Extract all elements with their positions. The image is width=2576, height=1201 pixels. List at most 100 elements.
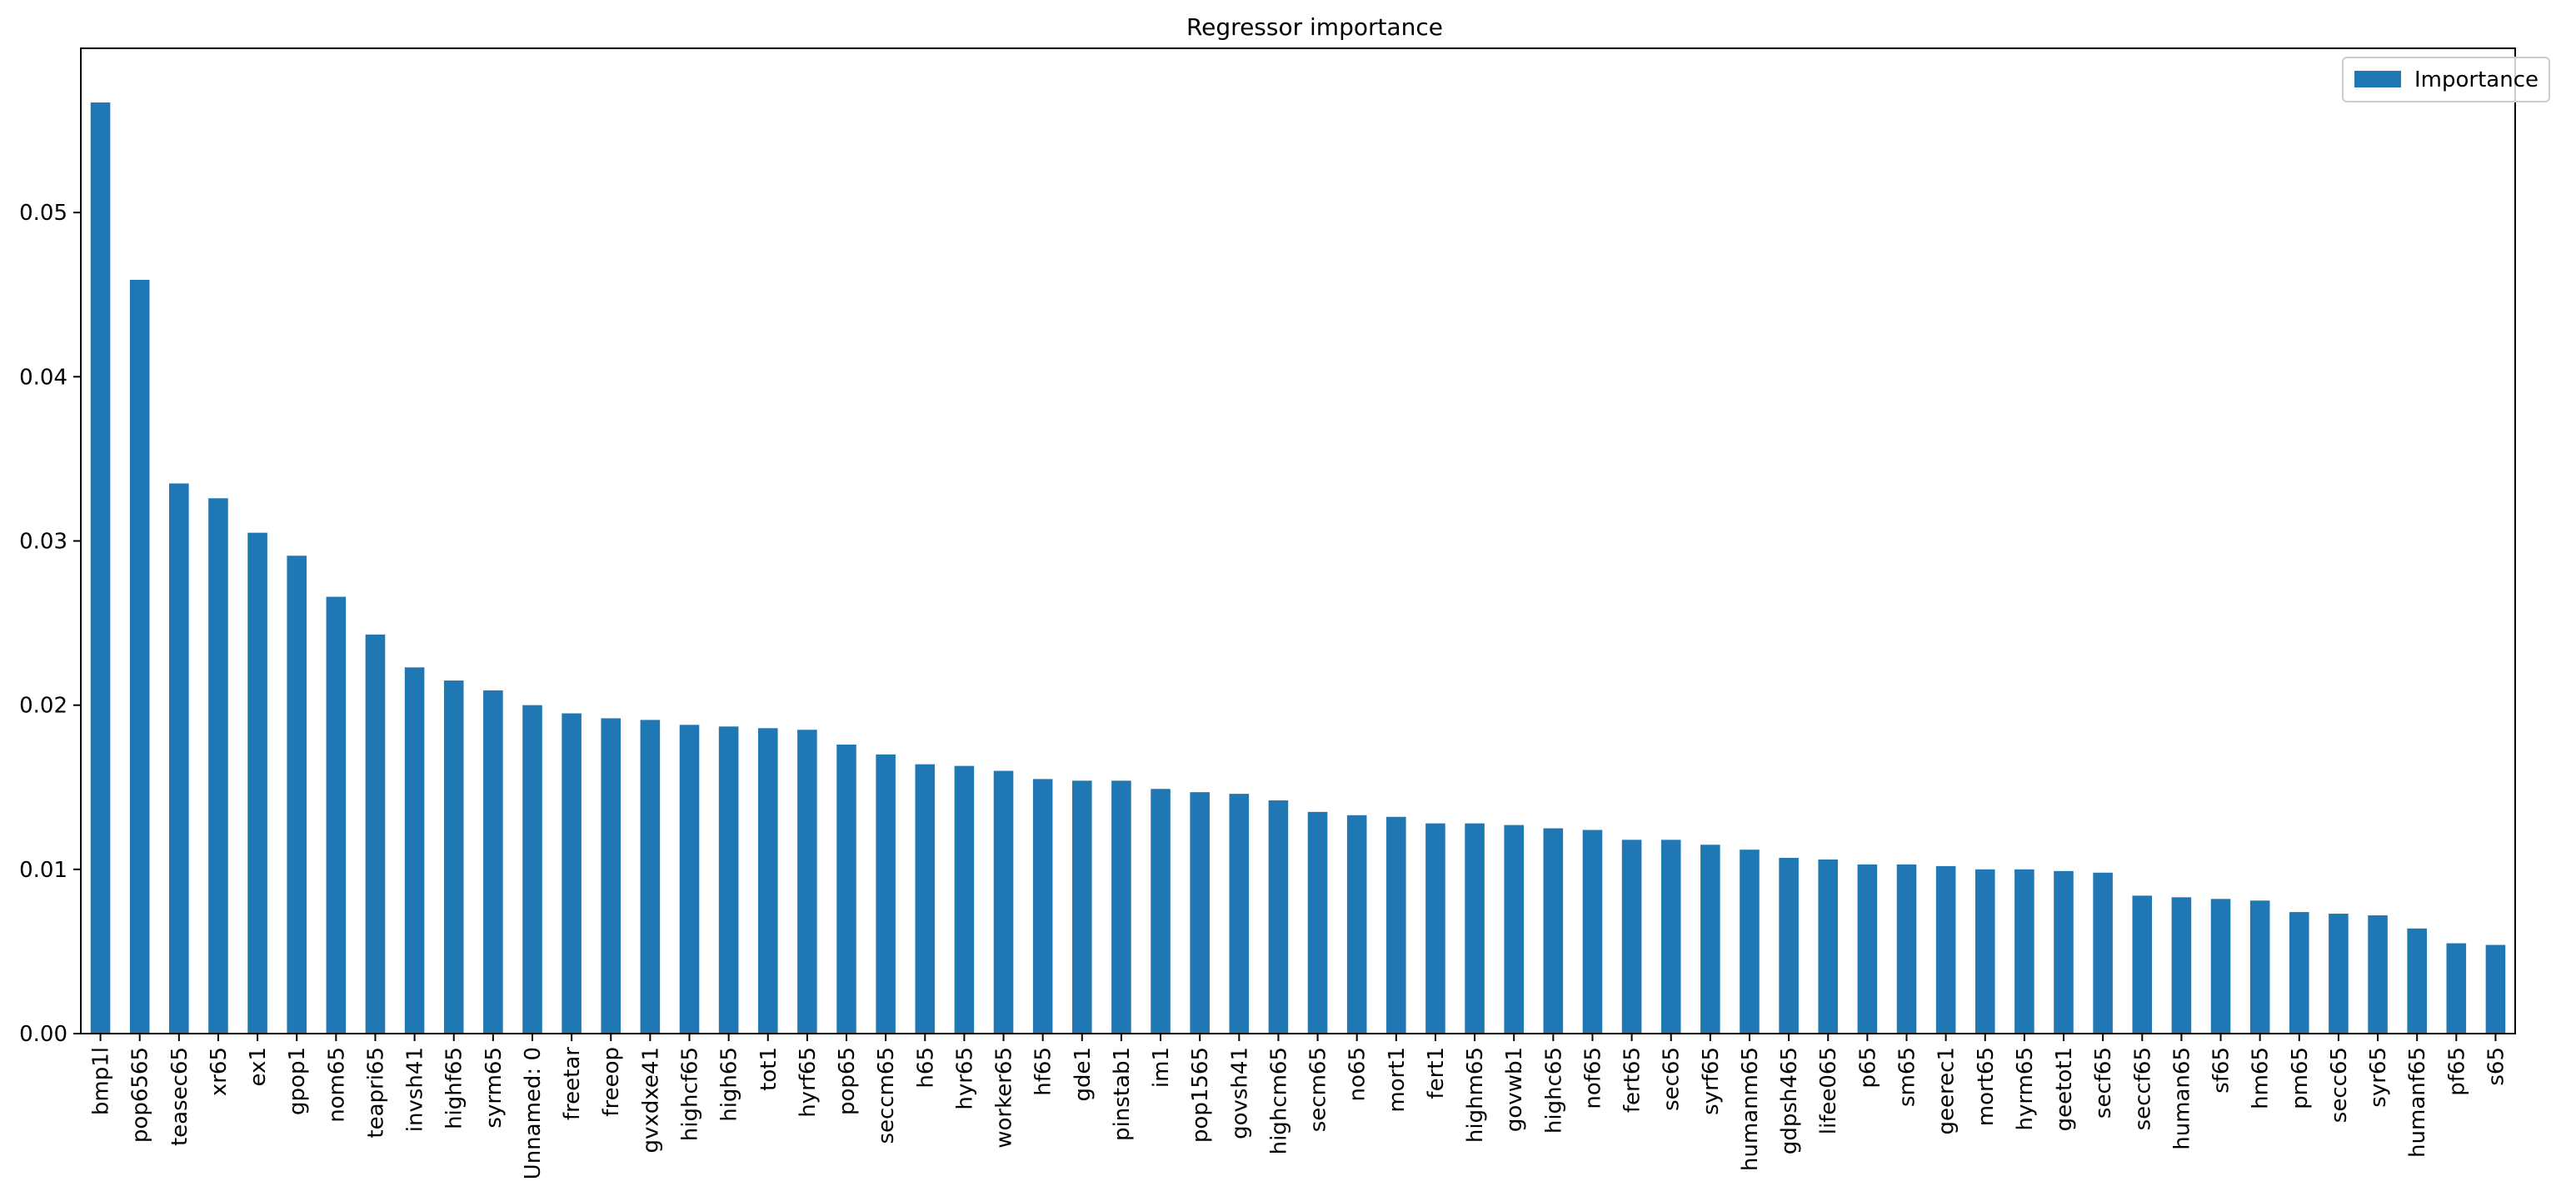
bar-bmp1l [90,102,111,1034]
bar-humanf65 [2407,928,2427,1034]
x-tick-label: freetar [560,1047,585,1120]
bar-secf65 [2093,872,2113,1034]
x-tick-label: geerec1 [1934,1047,1959,1134]
x-tick-label: im1 [1149,1047,1174,1088]
x-tick-label: secf65 [2091,1047,2116,1119]
bar-mort1 [1386,816,1406,1034]
x-tick-label: freeop [599,1047,624,1117]
x-tick-label: pinstab1 [1110,1047,1135,1141]
legend-swatch [2354,71,2401,87]
x-tick-label: gpop1 [285,1047,310,1115]
x-tick-label: highf65 [442,1047,467,1129]
x-tick-label: hm65 [2249,1047,2274,1109]
plot-frame [80,47,2516,1034]
x-tick-label: worker65 [992,1047,1017,1149]
x-tick-label: syr65 [2366,1047,2391,1108]
x-tick-label: pm65 [2288,1047,2313,1109]
x-tick-label: highcf65 [678,1047,703,1141]
x-tick-label: pf65 [2444,1047,2469,1096]
x-tick-label: sf65 [2209,1047,2234,1094]
bar-h65 [915,764,936,1034]
y-tick-label: 0.05 [19,201,67,226]
x-tick-label: no65 [1345,1047,1370,1101]
bar-worker65 [993,770,1014,1034]
bar-fert65 [1621,840,1642,1034]
x-tick-label: seccm65 [874,1047,899,1144]
y-tick-label: 0.00 [19,1022,67,1047]
bar-high65 [718,726,739,1034]
bar-mort65 [1974,869,1995,1034]
bar-highm65 [1465,823,1485,1034]
x-tick-label: teasec65 [167,1047,192,1146]
bar-highcm65 [1268,800,1289,1034]
chart-title: Regressor importance [1186,13,1443,41]
bar-freetar [562,713,582,1034]
x-tick-label: humanm65 [1738,1047,1763,1171]
x-tick-label: highcm65 [1266,1047,1291,1154]
bar-nof65 [1582,830,1603,1034]
bar-secm65 [1307,811,1328,1034]
bar-p65 [1857,864,1878,1034]
x-tick-label: Unnamed: 0 [521,1047,546,1179]
x-tick-label: p65 [1855,1047,1880,1089]
bar-im1 [1151,789,1171,1034]
bar-pm65 [2289,912,2309,1034]
bar-sm65 [1896,864,1917,1034]
y-tick-label: 0.04 [19,365,67,390]
x-tick-label: secm65 [1306,1047,1331,1132]
x-tick-label: secc65 [2327,1047,2352,1123]
bar-pf65 [2446,943,2467,1034]
bar-invsh41 [404,667,425,1034]
x-tick-label: seccf65 [2130,1047,2155,1130]
bars-layer [90,102,2506,1034]
bar-highc65 [1543,828,1564,1034]
x-tick-label: hyrm65 [2013,1047,2038,1131]
y-tick-label: 0.02 [19,694,67,719]
x-tick-label: hyr65 [952,1047,977,1110]
y-tick-label: 0.03 [19,530,67,555]
bar-nom65 [326,596,347,1034]
bar-hyrf65 [797,730,817,1034]
bar-gvxdxe41 [640,720,661,1034]
bar-pop6565 [129,280,150,1034]
x-axis: bmp1l pop6565 teasec65 xr65 ex1 gpop1 nom65 tea… [89,1034,2509,1179]
x-tick-label: fert1 [1424,1047,1449,1099]
bar-highf65 [443,680,464,1034]
bar-teasec65 [169,483,189,1034]
x-tick-label: ex1 [246,1047,271,1086]
x-tick-label: gde1 [1071,1047,1096,1102]
bar-hyrm65 [2014,869,2034,1034]
x-tick-label: sec65 [1660,1047,1685,1111]
bar-humanm65 [1740,850,1760,1034]
bar-fert1 [1425,823,1445,1034]
bar-human65 [2171,897,2192,1034]
x-tick-label: mort1 [1385,1047,1410,1113]
x-tick-label: nof65 [1580,1047,1605,1109]
bar-syrf65 [1700,845,1720,1034]
bar-xr65 [208,498,228,1034]
x-tick-label: bmp1l [89,1047,114,1115]
bar-ex1 [247,532,267,1034]
x-tick-label: hyrf65 [796,1047,821,1118]
bar-syrm65 [483,690,503,1034]
bar-no65 [1346,815,1367,1034]
x-tick-label: gdpsh465 [1777,1047,1802,1154]
x-tick-label: geetot1 [2052,1047,2077,1131]
bar-sec65 [1660,840,1681,1034]
bar-freeop [601,718,622,1034]
y-axis: 0.00 0.01 0.02 0.03 0.04 0.05 [19,201,81,1047]
x-tick-label: sm65 [1895,1047,1920,1107]
bar-syr65 [2368,915,2388,1034]
x-tick-label: nom65 [324,1047,349,1123]
bar-gdpsh465 [1779,858,1799,1034]
x-tick-label: high65 [717,1047,742,1122]
bar-highcf65 [679,725,700,1034]
x-tick-label: highm65 [1463,1047,1488,1143]
bar-seccm65 [876,754,896,1034]
bar-tot1 [757,728,778,1034]
bar-gpop1 [287,556,307,1034]
y-tick-label: 0.01 [19,858,67,883]
bar-hm65 [2249,900,2270,1034]
bar-govsh41 [1229,794,1250,1034]
